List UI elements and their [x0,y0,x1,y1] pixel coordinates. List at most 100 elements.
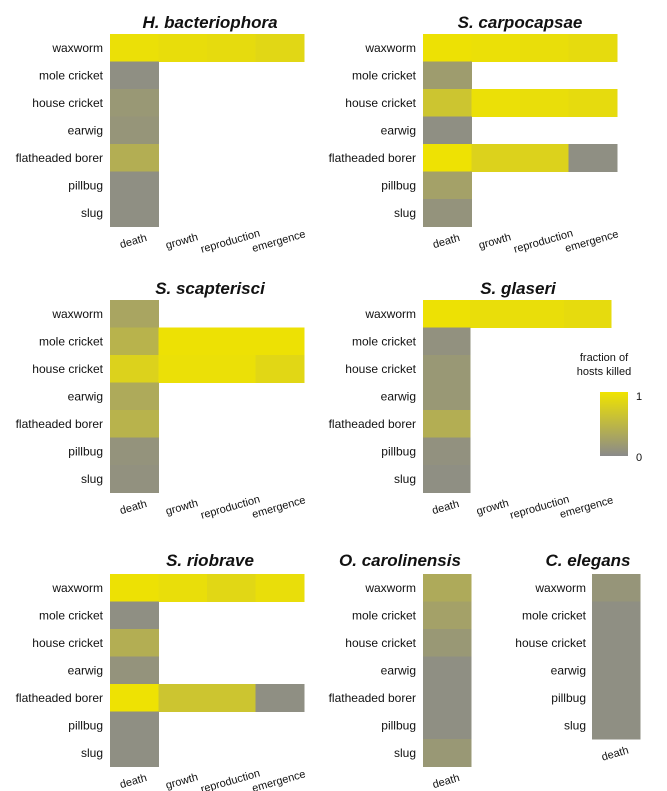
legend-min-label: 0 [636,452,642,464]
panel-title: S. scapterisci [155,279,266,298]
row-label-mole-cricket: mole cricket [352,334,417,348]
cell-pillbug-death [110,171,159,200]
cell-house-cricket-death [423,89,472,117]
row-label-house-cricket: house cricket [345,362,416,376]
row-label-pillbug: pillbug [381,178,416,192]
row-label-house-cricket: house cricket [345,636,416,650]
cell-flatheaded-borer-emergence [255,684,305,712]
cell-flatheaded-borer-death [110,684,159,712]
cell-waxworm-death [110,300,159,328]
panel-s-glaseri: S. glaseri waxworm mole cricket house crick… [329,279,615,522]
column-label-death: death [600,745,630,764]
panel-title: O. carolinensis [339,551,461,570]
cell-flatheaded-borer-reproduction [520,144,569,172]
cell-waxworm-reproduction [207,574,256,602]
cell-earwig-death [423,656,472,685]
panel-title: S. riobrave [166,551,254,570]
row-label-pillbug: pillbug [68,178,103,192]
row-label-flatheaded-borer: flatheaded borer [16,417,103,431]
cell-house-cricket-death [110,629,159,657]
panel-s-riobrave: S. riobrave waxworm mole cricket house cric… [16,551,307,791]
column-label-death: death [431,498,461,517]
row-label-earwig: earwig [68,663,103,677]
legend-max-label: 1 [636,391,642,403]
cell-flatheaded-borer-death [423,684,472,712]
row-label-mole-cricket: mole cricket [352,608,417,622]
row-label-house-cricket: house cricket [345,96,416,110]
cell-pillbug-death [423,171,472,200]
column-label-death: death [119,498,149,517]
cell-slug-death [592,711,641,740]
row-label-waxworm: waxworm [51,307,103,321]
row-label-mole-cricket: mole cricket [522,608,587,622]
cell-waxworm-death [592,574,641,602]
cell-house-cricket-growth [158,355,208,383]
cell-waxworm-growth [471,34,521,62]
panel-c-elegans: C. elegans waxworm mole cricket house crick… [515,551,641,764]
cell-waxworm-emergence [564,300,612,328]
cell-earwig-death [592,656,641,685]
row-label-earwig: earwig [68,389,103,403]
cell-waxworm-reproduction [520,34,569,62]
row-label-slug: slug [81,206,103,220]
cell-pillbug-death [592,684,641,712]
cell-earwig-death [110,656,159,685]
cell-house-cricket-emergence [255,355,305,383]
legend-title-line1: fraction of [580,352,629,364]
row-label-house-cricket: house cricket [32,96,103,110]
cell-house-cricket-reproduction [520,89,569,117]
row-label-waxworm: waxworm [364,307,416,321]
panel-title: S. glaseri [480,279,557,298]
cell-earwig-death [110,116,159,145]
cell-slug-death [423,739,472,767]
legend-colorbar [600,392,628,456]
cell-mole-cricket-death [423,327,471,356]
cell-earwig-death [110,382,159,411]
cell-mole-cricket-death [423,601,472,630]
panel-h-bacteriophora: H. bacteriophora waxworm mole cricket house… [16,13,307,256]
column-label-growth: growth [477,231,512,252]
cell-flatheaded-borer-growth [471,144,521,172]
row-label-earwig: earwig [381,389,416,403]
cell-house-cricket-growth [471,89,521,117]
panel-title: C. elegans [545,551,630,570]
cell-mole-cricket-death [423,61,472,90]
cell-waxworm-emergence [568,34,618,62]
column-label-death: death [432,232,462,251]
panel-title: H. bacteriophora [142,13,277,32]
column-label-growth: growth [164,231,199,252]
row-label-pillbug: pillbug [551,691,586,705]
cell-waxworm-growth [470,300,518,328]
cell-waxworm-growth [158,574,208,602]
color-legend: fraction of hosts killed 1 0 [577,352,642,464]
cell-mole-cricket-death [110,327,159,356]
row-label-waxworm: waxworm [364,581,416,595]
cell-waxworm-reproduction [517,300,565,328]
row-label-slug: slug [394,206,416,220]
row-label-flatheaded-borer: flatheaded borer [329,151,416,165]
cell-earwig-death [423,116,472,145]
cell-waxworm-death [423,34,472,62]
column-label-death: death [119,232,149,251]
row-label-waxworm: waxworm [534,581,586,595]
cell-waxworm-emergence [255,574,305,602]
cell-flatheaded-borer-death [110,144,159,172]
cell-house-cricket-emergence [568,89,618,117]
panel-title: S. carpocapsae [458,13,583,32]
cell-house-cricket-death [110,355,159,383]
cell-waxworm-death [110,34,159,62]
cell-flatheaded-borer-death [110,410,159,438]
panel-s-carpocapsae: S. carpocapsae waxworm mole cricket house c… [329,13,620,256]
row-label-slug: slug [81,472,103,486]
row-label-waxworm: waxworm [51,581,103,595]
row-label-flatheaded-borer: flatheaded borer [16,151,103,165]
row-label-house-cricket: house cricket [32,636,103,650]
cell-mole-cricket-death [110,61,159,90]
cell-slug-death [110,465,159,493]
row-label-earwig: earwig [68,123,103,137]
cell-pillbug-death [423,711,472,740]
row-label-slug: slug [394,746,416,760]
cell-house-cricket-death [423,355,471,383]
row-label-earwig: earwig [381,123,416,137]
